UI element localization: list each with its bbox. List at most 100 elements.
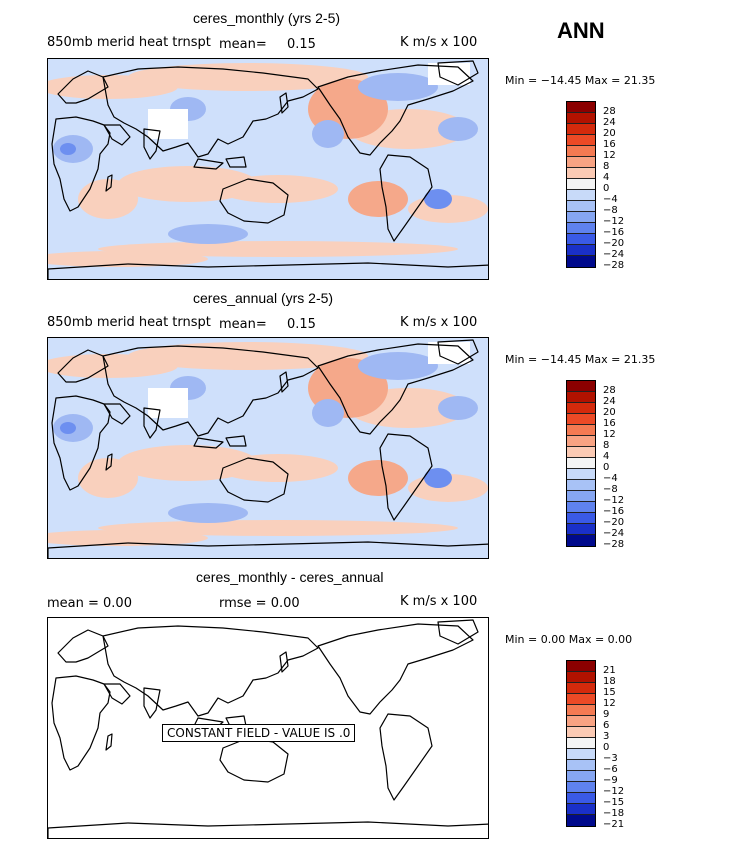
colorbar-swatch	[567, 793, 595, 804]
panel2-colorbar	[566, 380, 596, 547]
field-contour-region	[98, 241, 458, 257]
field-contour-region	[48, 75, 178, 99]
coastline	[437, 339, 479, 365]
panel3-units: K m/s x 100	[400, 594, 478, 609]
colorbar-tick-label: 20	[603, 128, 616, 139]
season-label: ANN	[557, 18, 605, 43]
field-contour-region	[48, 251, 208, 267]
colorbar-tick-label: 8	[603, 161, 610, 172]
colorbar-tick-label: −24	[603, 249, 625, 260]
colorbar-swatch	[567, 403, 595, 414]
colorbar-swatch	[567, 705, 595, 716]
colorbar-tick-label: 12	[603, 150, 616, 161]
panel2-colorbar-labels: 28 24 20 16 12 8 4 0 −4 −8 −12 −16 −20 −24 −28	[603, 385, 624, 550]
field-contour-region	[218, 454, 338, 482]
field-contour-region	[438, 396, 478, 420]
colorbar-tick-label: 3	[603, 731, 610, 742]
field-contour-region	[78, 179, 138, 219]
colorbar-tick-label: 0	[603, 462, 610, 473]
coastline	[379, 154, 433, 242]
panel3-rmse: rmse = 0.00	[219, 596, 300, 611]
field-contour-region	[438, 117, 478, 141]
field-contour-region	[60, 143, 76, 155]
coastline	[57, 70, 109, 104]
panel1-map-svg	[48, 59, 488, 279]
coastline	[279, 651, 289, 673]
colorbar-swatch	[567, 447, 595, 458]
colorbar-tick-label: 0	[603, 183, 610, 194]
field-contour-region	[424, 189, 452, 209]
field-contour-region	[348, 181, 408, 217]
panel1-colorbar-labels: 28 24 20 16 12 8 4 0 −4 −8 −12 −16 −20 −24 −28	[603, 106, 624, 271]
colorbar-tick-label: −18	[603, 808, 625, 819]
field-contour-region	[358, 73, 438, 101]
field-contour-region	[168, 503, 248, 523]
field-contour-region	[128, 63, 368, 91]
colorbar-swatch	[567, 804, 595, 815]
field-contour-region	[312, 399, 344, 427]
coastline	[103, 403, 131, 425]
field-contour-region	[48, 530, 208, 546]
colorbar-tick-label: 24	[603, 117, 616, 128]
colorbar-swatch	[567, 146, 595, 157]
colorbar-tick-label: 16	[603, 418, 616, 429]
colorbar-swatch	[567, 179, 595, 190]
panel2-map-svg	[48, 338, 488, 558]
colorbar-swatch	[567, 381, 595, 392]
coastline	[143, 407, 161, 439]
colorbar-tick-label: 18	[603, 676, 616, 687]
colorbar-swatch	[567, 694, 595, 705]
coastline	[437, 60, 479, 86]
field-contour-region	[148, 109, 188, 139]
coastline	[48, 262, 488, 279]
coastline	[48, 541, 488, 558]
colorbar-swatch	[567, 661, 595, 672]
coastline	[379, 713, 433, 801]
colorbar-tick-label: −20	[603, 238, 625, 249]
colorbar-tick-label: 12	[603, 698, 616, 709]
coastline	[48, 821, 488, 838]
field-contour-region	[168, 224, 248, 244]
panel1-mean-label: mean=	[219, 37, 267, 52]
colorbar-swatch	[567, 480, 595, 491]
panel3-colorbar	[566, 660, 596, 827]
constant-field-note: CONSTANT FIELD - VALUE IS .0	[162, 724, 356, 742]
colorbar-tick-label: 4	[603, 451, 610, 462]
coastline	[105, 174, 113, 192]
colorbar-tick-label: 16	[603, 139, 616, 150]
colorbar-swatch	[567, 245, 595, 256]
colorbar-tick-label: 15	[603, 687, 616, 698]
colorbar-swatch	[567, 392, 595, 403]
colorbar-tick-label: −9	[603, 775, 618, 786]
coastline	[102, 625, 319, 717]
colorbar-swatch	[567, 124, 595, 135]
colorbar-tick-label: 28	[603, 106, 616, 117]
colorbar-swatch	[567, 491, 595, 502]
colorbar-tick-label: −3	[603, 753, 618, 764]
panel1-map	[47, 58, 489, 280]
colorbar-swatch	[567, 256, 595, 267]
colorbar-tick-label: −4	[603, 473, 618, 484]
coastline	[105, 453, 113, 471]
panel1-mean-value: 0.15	[287, 37, 316, 52]
field-contour-region	[128, 342, 368, 370]
field-contour-region	[98, 520, 458, 536]
colorbar-tick-label: 24	[603, 396, 616, 407]
colorbar-swatch	[567, 168, 595, 179]
colorbar-swatch	[567, 234, 595, 245]
colorbar-swatch	[567, 212, 595, 223]
field-contour-region	[60, 422, 76, 434]
coastline	[219, 457, 289, 503]
colorbar-tick-label: −16	[603, 227, 625, 238]
colorbar-swatch	[567, 760, 595, 771]
coastline	[225, 435, 247, 447]
colorbar-tick-label: −28	[603, 539, 625, 550]
coastline	[279, 371, 289, 393]
colorbar-tick-label: −20	[603, 517, 625, 528]
colorbar-tick-label: 20	[603, 407, 616, 418]
panel2-map	[47, 337, 489, 559]
colorbar-tick-label: 21	[603, 665, 616, 676]
coastline	[317, 64, 474, 156]
coastline	[219, 178, 289, 224]
field-contour-region	[424, 468, 452, 488]
